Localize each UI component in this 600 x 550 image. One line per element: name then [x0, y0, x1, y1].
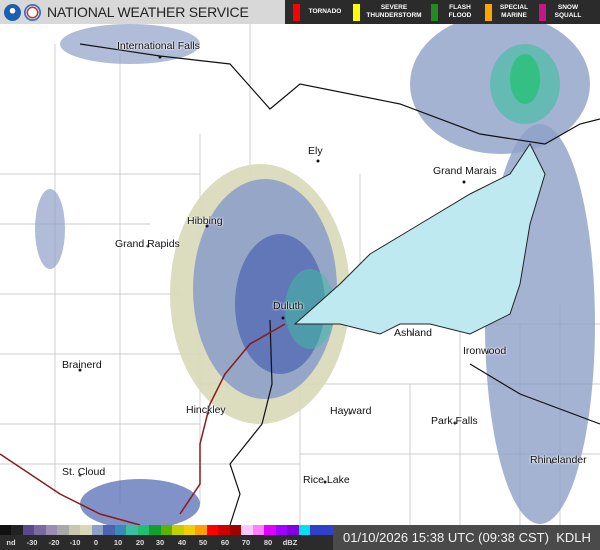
scale-color-step [149, 525, 161, 535]
city-label: Park Falls [431, 415, 478, 427]
state-boundaries [79, 43, 600, 525]
warning-label: FLASH FLOOD [448, 4, 472, 19]
site-title: NATIONAL WEATHER SERVICE [47, 4, 249, 20]
scale-tick-label: 80 [263, 538, 273, 547]
warning-color-swatch [353, 3, 360, 21]
warning-type: SNOW SQUALL [539, 3, 585, 21]
highway [0, 323, 286, 525]
scale-color-step [80, 525, 92, 535]
warning-color-swatch [485, 3, 492, 21]
header-bar: NATIONAL WEATHER SERVICE TORNADO SEVERE T… [0, 0, 600, 24]
scale-color-step [114, 525, 127, 535]
scale-color-step [0, 525, 12, 535]
timestamp-bar: 01/10/2026 15:38 UTC (09:38 CST) KDLH [333, 525, 600, 550]
city-markers [78, 55, 554, 484]
scale-color-step [34, 525, 46, 535]
city-label: St. Cloud [62, 466, 106, 478]
scale-color-step [11, 525, 23, 535]
warning-label: SNOW SQUALL [554, 4, 582, 19]
scale-color-step [206, 525, 219, 535]
warning-type: FLASH FLOOD [431, 3, 477, 21]
scale-tick-label: 20 [135, 538, 145, 547]
scale-color-step [126, 525, 138, 535]
warning-type: SPECIAL MARINE [485, 3, 531, 21]
scale-tick-label: 60 [220, 538, 230, 547]
scale-ticks: nd -30 -20 -10 0 10 20 30 40 50 60 70 80 dBZ [0, 537, 333, 549]
scale-tick-label: -20 [48, 538, 60, 547]
warning-label: SPECIAL MARINE [499, 4, 529, 19]
warning-legend: TORNADO SEVERE THUNDERSTORM FLASH FLOOD SPE… [285, 0, 600, 24]
scale-color-step [321, 525, 334, 535]
scale-tick-label: 10 [113, 538, 123, 547]
scale-tick-label: 30 [155, 538, 165, 547]
scale-color-step [195, 525, 207, 535]
scale-color-step [241, 525, 253, 535]
lake-superior [293, 143, 546, 335]
scale-color-step [183, 525, 196, 535]
scale-color-step [252, 525, 265, 535]
city-label: Hibbing [187, 215, 223, 227]
city-label: Rhinelander [530, 454, 587, 466]
radar-map[interactable] [0, 24, 600, 525]
city-label: Rice Lake [303, 474, 350, 486]
scale-color-step [229, 525, 242, 535]
scale-color-step [137, 525, 150, 535]
city-label: Ely [308, 145, 323, 157]
warning-color-swatch [431, 3, 438, 21]
warning-label: SEVERE THUNDERSTORM [366, 4, 422, 19]
scale-color-step [218, 525, 230, 535]
reflectivity-legend: nd -30 -20 -10 0 10 20 30 40 50 60 70 80 dBZ [0, 525, 334, 550]
warning-color-swatch [293, 3, 300, 21]
scale-color-step [45, 525, 58, 535]
scale-tick-label: 0 [93, 538, 99, 547]
scale-tick-label: dBZ [282, 538, 298, 547]
city-label: Brainerd [62, 359, 102, 371]
scale-tick-label: 50 [198, 538, 208, 547]
warning-type: SEVERE THUNDERSTORM [353, 3, 423, 21]
city-label: International Falls [117, 40, 200, 52]
scale-color-step [298, 525, 311, 535]
city-label: Hayward [330, 405, 372, 417]
scale-tick-label: nd [6, 538, 16, 547]
scale-tick-label: 40 [177, 538, 187, 547]
warning-type: TORNADO [293, 3, 345, 21]
color-scale [0, 525, 334, 535]
timestamp: 01/10/2026 15:38 UTC (09:38 CST) [343, 530, 549, 545]
city-label: Ironwood [463, 345, 507, 357]
scale-color-step [275, 525, 288, 535]
noaa-logo [4, 3, 21, 21]
scale-color-step [172, 525, 184, 535]
scale-color-step [91, 525, 104, 535]
scale-color-step [68, 525, 81, 535]
city-label: Duluth [273, 300, 304, 312]
city-label: Hinckley [186, 404, 226, 416]
city-label: Grand Rapids [115, 238, 180, 250]
scale-color-step [57, 525, 69, 535]
scale-color-step [287, 525, 299, 535]
nws-logo [24, 3, 41, 21]
scale-tick-label: -30 [26, 538, 38, 547]
scale-tick-label: 70 [241, 538, 251, 547]
city-label: Ashland [394, 327, 432, 339]
scale-color-step [310, 525, 322, 535]
city-label: Grand Marais [433, 165, 497, 177]
brand: NATIONAL WEATHER SERVICE [0, 0, 285, 24]
scale-color-step [103, 525, 115, 535]
warning-label: TORNADO [308, 8, 342, 15]
scale-tick-label: -10 [69, 538, 81, 547]
warning-color-swatch [539, 3, 546, 21]
radar-station: KDLH [556, 530, 591, 545]
scale-color-step [264, 525, 276, 535]
scale-color-step [160, 525, 173, 535]
scale-color-step [22, 525, 35, 535]
